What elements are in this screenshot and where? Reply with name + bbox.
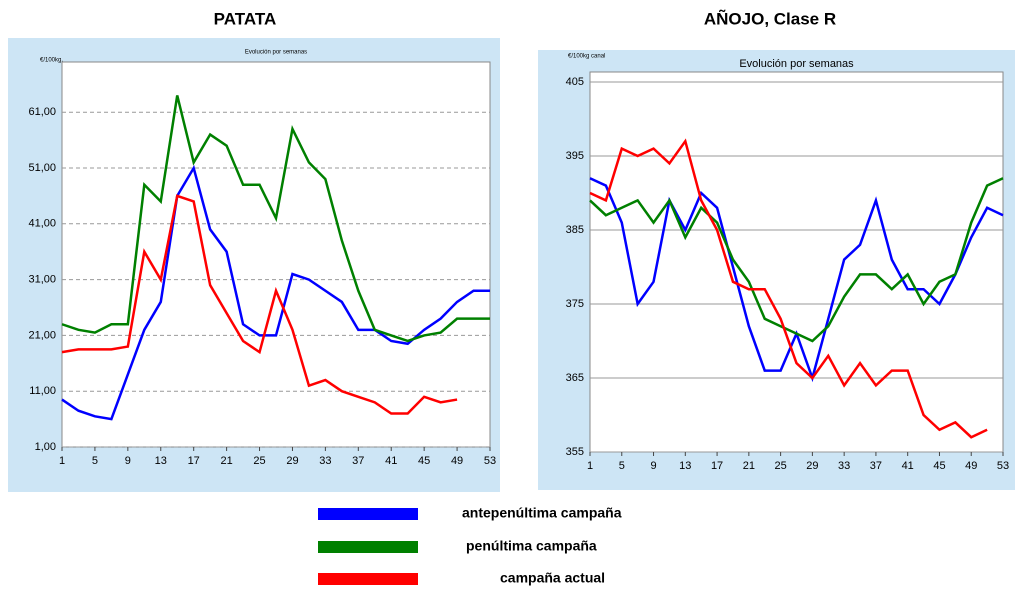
- plot-area: [589, 71, 1004, 453]
- y-tick-label: 375: [566, 298, 584, 310]
- legend-label: campaña actual: [500, 570, 605, 586]
- x-tick-label: 29: [806, 460, 818, 472]
- plot-area: [61, 61, 491, 448]
- line: [589, 177, 1004, 343]
- x-tick-label: 13: [155, 455, 167, 467]
- y-tick-label: 405: [566, 76, 584, 88]
- x-tick-label: 33: [838, 460, 850, 472]
- chart-title: PATATA: [214, 9, 277, 28]
- y-tick-label: 385: [566, 224, 584, 236]
- line: [61, 95, 490, 343]
- chart-title: AÑOJO, Clase R: [704, 8, 836, 28]
- x-tick-label: 45: [418, 455, 430, 467]
- x-tick-label: 5: [619, 460, 625, 472]
- x-tick-label: 53: [484, 455, 496, 467]
- legend-label: penúltima campaña: [466, 538, 597, 554]
- line: [61, 164, 490, 421]
- y-tick-label: 1,00: [35, 441, 56, 453]
- y-tick-label: 21,00: [28, 329, 56, 341]
- x-tick-label: 45: [933, 460, 945, 472]
- y-tick-label: 51,00: [28, 162, 56, 174]
- x-tick-label: 33: [319, 455, 331, 467]
- y-tick-label: 11,00: [29, 385, 56, 397]
- y-tick-label: 61,00: [28, 106, 56, 118]
- x-tick-label: 5: [92, 455, 98, 467]
- x-tick-label: 37: [352, 455, 364, 467]
- x-tick-label: 17: [188, 455, 200, 467]
- x-tick-label: 17: [711, 460, 723, 472]
- y-tick-label: 365: [566, 372, 584, 384]
- legend-swatch: [318, 573, 418, 585]
- x-tick-label: 37: [870, 460, 882, 472]
- x-tick-label: 25: [774, 460, 786, 472]
- line: [589, 138, 988, 439]
- x-tick-label: 41: [385, 455, 397, 467]
- x-tick-label: 9: [125, 455, 131, 467]
- x-tick-label: 25: [253, 455, 265, 467]
- x-tick-label: 9: [650, 460, 656, 472]
- x-tick-label: 13: [679, 460, 691, 472]
- x-tick-label: 53: [997, 460, 1009, 472]
- y-axis-label: €/100kg.: [40, 58, 63, 64]
- legend-swatch: [318, 541, 418, 553]
- x-tick-label: 41: [902, 460, 914, 472]
- x-tick-label: 21: [220, 455, 232, 467]
- line: [61, 194, 458, 415]
- x-tick-label: 29: [286, 455, 298, 467]
- x-tick-label: 21: [743, 460, 755, 472]
- x-tick-label: 1: [59, 455, 65, 467]
- x-tick-label: 1: [587, 460, 593, 472]
- y-tick-label: 31,00: [28, 274, 56, 286]
- x-tick-label: 49: [451, 455, 463, 467]
- chart-subtitle: Evolución por semanas: [245, 50, 307, 56]
- x-tick-label: 49: [965, 460, 977, 472]
- y-axis-label: €/100kg canal: [568, 54, 605, 60]
- chart-subtitle: Evolución por semanas: [739, 58, 854, 70]
- legend-label: antepenúltima campaña: [462, 505, 622, 521]
- y-tick-label: 355: [566, 446, 584, 458]
- legend-swatch: [318, 508, 418, 520]
- y-tick-label: 41,00: [28, 218, 56, 230]
- y-tick-label: 395: [566, 150, 584, 162]
